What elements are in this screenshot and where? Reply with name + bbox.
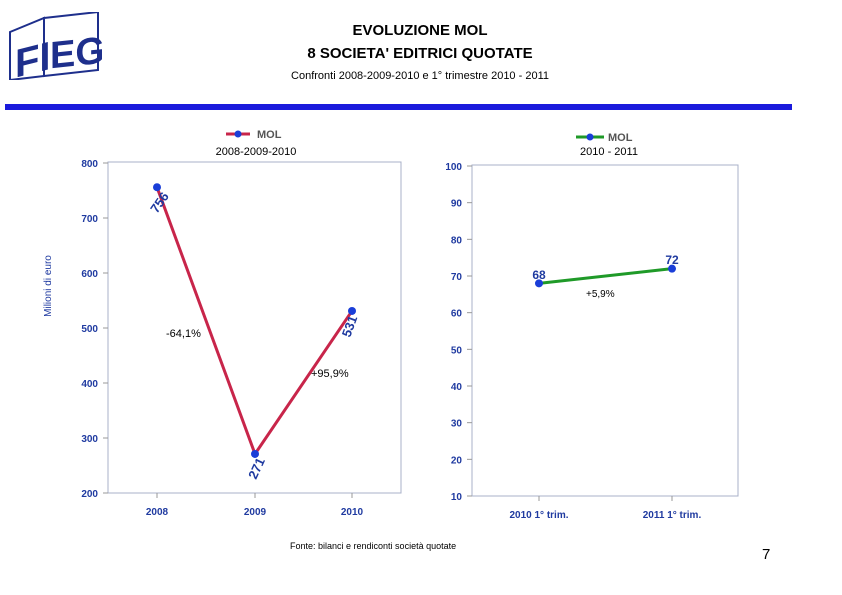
y-tick-label: 300	[81, 434, 98, 445]
y-tick-label: 200	[81, 489, 98, 500]
plot-frame	[471, 164, 739, 497]
source-note: Fonte: bilanci e rendiconti società quot…	[290, 541, 457, 551]
data-label: 72	[665, 253, 679, 267]
y-tick-label: 80	[451, 235, 463, 246]
y-tick-label: 60	[451, 309, 463, 320]
y-tick-label: 50	[451, 345, 463, 356]
y-tick-label: 400	[81, 379, 98, 390]
page-number: 7	[762, 546, 771, 563]
svg-text:EG: EG	[50, 30, 102, 78]
y-tick-label: 10	[451, 492, 463, 503]
series-line	[538, 267, 673, 285]
data-point	[153, 183, 161, 192]
legend-left: MOL	[226, 129, 282, 141]
y-tick-label: 800	[81, 159, 98, 170]
y-tick-label: 500	[81, 324, 98, 335]
y-tick-label: 600	[81, 269, 98, 280]
data-label: 68	[532, 268, 546, 282]
y-tick-label: 30	[451, 419, 463, 430]
y-tick-label: 700	[81, 214, 98, 225]
legend-label: MOL	[608, 132, 633, 144]
y-tick-label: 100	[445, 162, 462, 173]
data-label: 531	[339, 314, 361, 340]
page-title-line2: 8 SOCIETA' EDITRICI QUOTATE	[307, 45, 533, 62]
data-point	[535, 279, 543, 288]
y-tick-label: 20	[451, 455, 463, 466]
svg-text:FI: FI	[15, 32, 51, 80]
x-tick-label: 2010	[341, 507, 364, 518]
x-tick-label: 2009	[244, 507, 267, 518]
data-point	[668, 264, 676, 273]
chart-subtitle: 2010 - 2011	[580, 146, 638, 158]
y-tick-label: 70	[451, 272, 463, 283]
y-tick-label: 90	[451, 199, 463, 210]
header-rule	[5, 104, 792, 110]
y-axis-label: Milioni di euro	[43, 255, 54, 317]
x-tick-label: 2011 1° trim.	[643, 510, 702, 521]
data-point	[251, 449, 259, 458]
y-tick-label: 40	[451, 382, 463, 393]
x-tick-label: 2008	[146, 507, 169, 518]
x-tick-label: 2010 1° trim.	[509, 510, 568, 521]
page-title: EVOLUZIONE MOL	[352, 22, 488, 39]
data-point	[348, 306, 356, 315]
page-subtitle: Confronti 2008-2009-2010 e 1° trimestre …	[291, 70, 549, 82]
fieg-logo: FI EG	[9, 12, 102, 80]
annotation: +95,9%	[311, 368, 349, 380]
legend-label: MOL	[257, 129, 282, 141]
annotation: +5,9%	[586, 289, 615, 300]
annotation: -64,1%	[166, 328, 201, 340]
chart-subtitle: 2008-2009-2010	[216, 146, 297, 158]
legend-right: MOL	[576, 132, 633, 144]
